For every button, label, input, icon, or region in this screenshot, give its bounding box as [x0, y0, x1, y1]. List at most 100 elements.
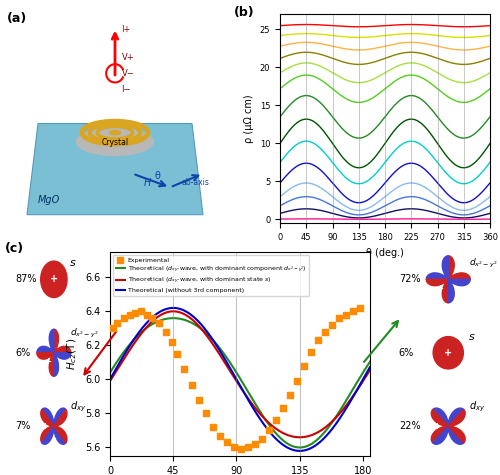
Point [216, 432, 224, 439]
Text: $d_{xy}$: $d_{xy}$ [70, 400, 86, 414]
Text: -: - [438, 266, 442, 275]
Point [137, 307, 145, 315]
Text: V+: V+ [122, 53, 134, 62]
Text: +: + [436, 284, 443, 293]
Y-axis label: $H_{c2}$(T): $H_{c2}$(T) [66, 338, 80, 370]
Point [109, 324, 117, 332]
Legend: Experimental, Theoretical ($d_{xy}$-wave, with dominant component $d_{x^2-y^2}$): Experimental, Theoretical ($d_{xy}$-wave… [113, 255, 309, 296]
Text: 87%: 87% [16, 275, 37, 285]
Text: -: - [446, 409, 450, 418]
Point [349, 307, 357, 315]
Text: +: + [432, 422, 440, 431]
Point [314, 336, 322, 344]
Ellipse shape [76, 128, 154, 155]
Point [307, 348, 315, 356]
Point [188, 380, 196, 388]
Text: -: - [446, 435, 450, 444]
Text: MgO: MgO [38, 195, 60, 205]
Text: +: + [44, 357, 51, 366]
Point [208, 423, 216, 431]
Point [113, 319, 121, 327]
Point [279, 405, 287, 412]
Text: (b): (b) [234, 6, 254, 19]
Polygon shape [448, 279, 470, 303]
Circle shape [433, 337, 464, 369]
Point [356, 304, 364, 312]
Text: -: - [58, 357, 62, 366]
Point [286, 391, 294, 399]
Polygon shape [37, 329, 54, 353]
Text: $d_{x^2-y^2}$: $d_{x^2-y^2}$ [70, 327, 98, 340]
Point [168, 338, 176, 346]
Text: +: + [60, 422, 66, 431]
Text: -: - [52, 435, 56, 444]
Point [222, 438, 230, 446]
Text: +: + [50, 275, 58, 285]
Point [328, 321, 336, 329]
Point [194, 396, 202, 404]
Point [148, 314, 156, 322]
Text: θ: θ [154, 171, 160, 181]
Point [126, 311, 134, 319]
Circle shape [40, 261, 67, 297]
Polygon shape [448, 256, 470, 279]
Text: +: + [454, 266, 460, 275]
Text: (c): (c) [5, 242, 24, 255]
Text: H: H [144, 178, 151, 188]
Point [342, 311, 350, 319]
Text: -: - [52, 409, 56, 418]
Text: 6%: 6% [399, 348, 414, 358]
X-axis label: θ (deg.): θ (deg.) [366, 247, 404, 257]
Text: 7%: 7% [16, 421, 31, 431]
Point [174, 350, 182, 358]
Text: (a): (a) [7, 12, 28, 25]
Point [258, 435, 266, 443]
Point [335, 314, 343, 322]
Polygon shape [54, 409, 67, 443]
Text: 22%: 22% [399, 421, 420, 431]
Point [142, 311, 150, 319]
Point [132, 309, 140, 317]
Polygon shape [54, 353, 71, 376]
Polygon shape [432, 426, 464, 444]
Text: 72%: 72% [399, 275, 420, 285]
Text: V−: V− [122, 68, 134, 77]
Polygon shape [432, 409, 448, 443]
Point [162, 328, 170, 335]
Text: $d_{x^2-y^2}$: $d_{x^2-y^2}$ [469, 256, 498, 270]
Polygon shape [37, 353, 54, 376]
Point [293, 377, 301, 385]
Point [236, 446, 244, 453]
Text: 6%: 6% [16, 348, 31, 358]
Point [265, 427, 273, 434]
Polygon shape [426, 256, 448, 279]
Point [321, 328, 329, 335]
Text: $d_{xy}$: $d_{xy}$ [469, 400, 485, 414]
Text: ab-axis: ab-axis [181, 178, 209, 187]
Text: +: + [444, 348, 452, 358]
Point [120, 314, 128, 322]
Point [202, 409, 209, 417]
Text: s: s [469, 332, 474, 342]
Polygon shape [42, 426, 66, 444]
Point [272, 417, 280, 424]
Polygon shape [54, 329, 71, 353]
Point [180, 365, 188, 373]
Point [155, 319, 163, 327]
Y-axis label: ρ (μΩ cm): ρ (μΩ cm) [244, 95, 254, 143]
Text: s: s [70, 258, 75, 268]
Text: +: + [57, 339, 64, 348]
Text: -: - [46, 339, 49, 348]
Text: +: + [41, 422, 48, 431]
Text: I+: I+ [122, 25, 131, 34]
Polygon shape [432, 408, 464, 426]
Ellipse shape [110, 131, 120, 135]
Text: Crystal: Crystal [102, 138, 128, 147]
Polygon shape [27, 124, 203, 215]
Text: -: - [455, 284, 458, 293]
Point [251, 440, 259, 448]
Point [300, 362, 308, 370]
Point [244, 444, 252, 451]
Point [230, 444, 237, 451]
Text: I−: I− [122, 85, 131, 94]
